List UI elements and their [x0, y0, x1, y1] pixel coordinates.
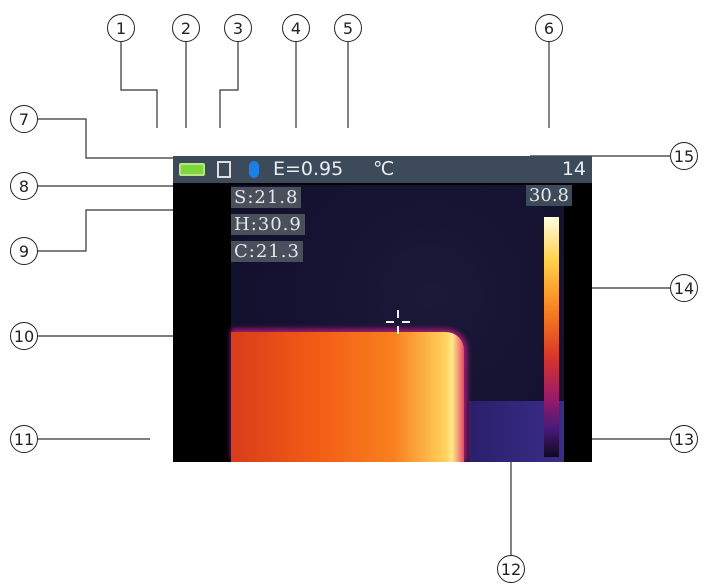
callout-8: 8 [10, 172, 38, 200]
callout-4: 4 [282, 14, 310, 42]
emissivity-value: E=0.95 [273, 158, 344, 180]
callout-2: 2 [172, 14, 200, 42]
crosshair-icon [386, 310, 410, 334]
callout-9: 9 [10, 237, 38, 265]
callout-7: 7 [10, 105, 38, 133]
leader-3 [219, 42, 239, 128]
readout-s: S:21.8 [231, 187, 302, 208]
scale-max-label: 30.8 [525, 185, 572, 206]
callout-10: 10 [10, 322, 38, 350]
thermal-screen: E=0.95 ℃ 14 S:21.8 H:30.9 C:21.3 30.8 [173, 156, 592, 462]
leader-9 [38, 209, 195, 252]
leader-1 [120, 42, 158, 128]
callout-11: 11 [10, 425, 38, 453]
callout-1: 1 [107, 14, 135, 42]
color-scale-bar [544, 217, 559, 457]
temperature-unit: ℃ [373, 158, 395, 180]
callout-14: 14 [670, 274, 698, 302]
bluetooth-icon [249, 161, 259, 178]
callout-12: 12 [497, 555, 525, 583]
leader-7 [38, 118, 180, 159]
callout-6: 6 [535, 14, 563, 42]
sd-card-icon [217, 161, 231, 178]
status-bar: E=0.95 ℃ 14 [173, 156, 592, 183]
readout-h: H:30.9 [231, 214, 305, 235]
hot-region [231, 332, 464, 462]
callout-5: 5 [334, 14, 362, 42]
callout-15: 15 [670, 142, 698, 170]
readout-c: C:21.3 [231, 241, 303, 262]
callout-3: 3 [224, 14, 252, 42]
status-right-value: 14 [561, 158, 586, 180]
callout-13: 13 [670, 425, 698, 453]
battery-icon [179, 163, 205, 176]
